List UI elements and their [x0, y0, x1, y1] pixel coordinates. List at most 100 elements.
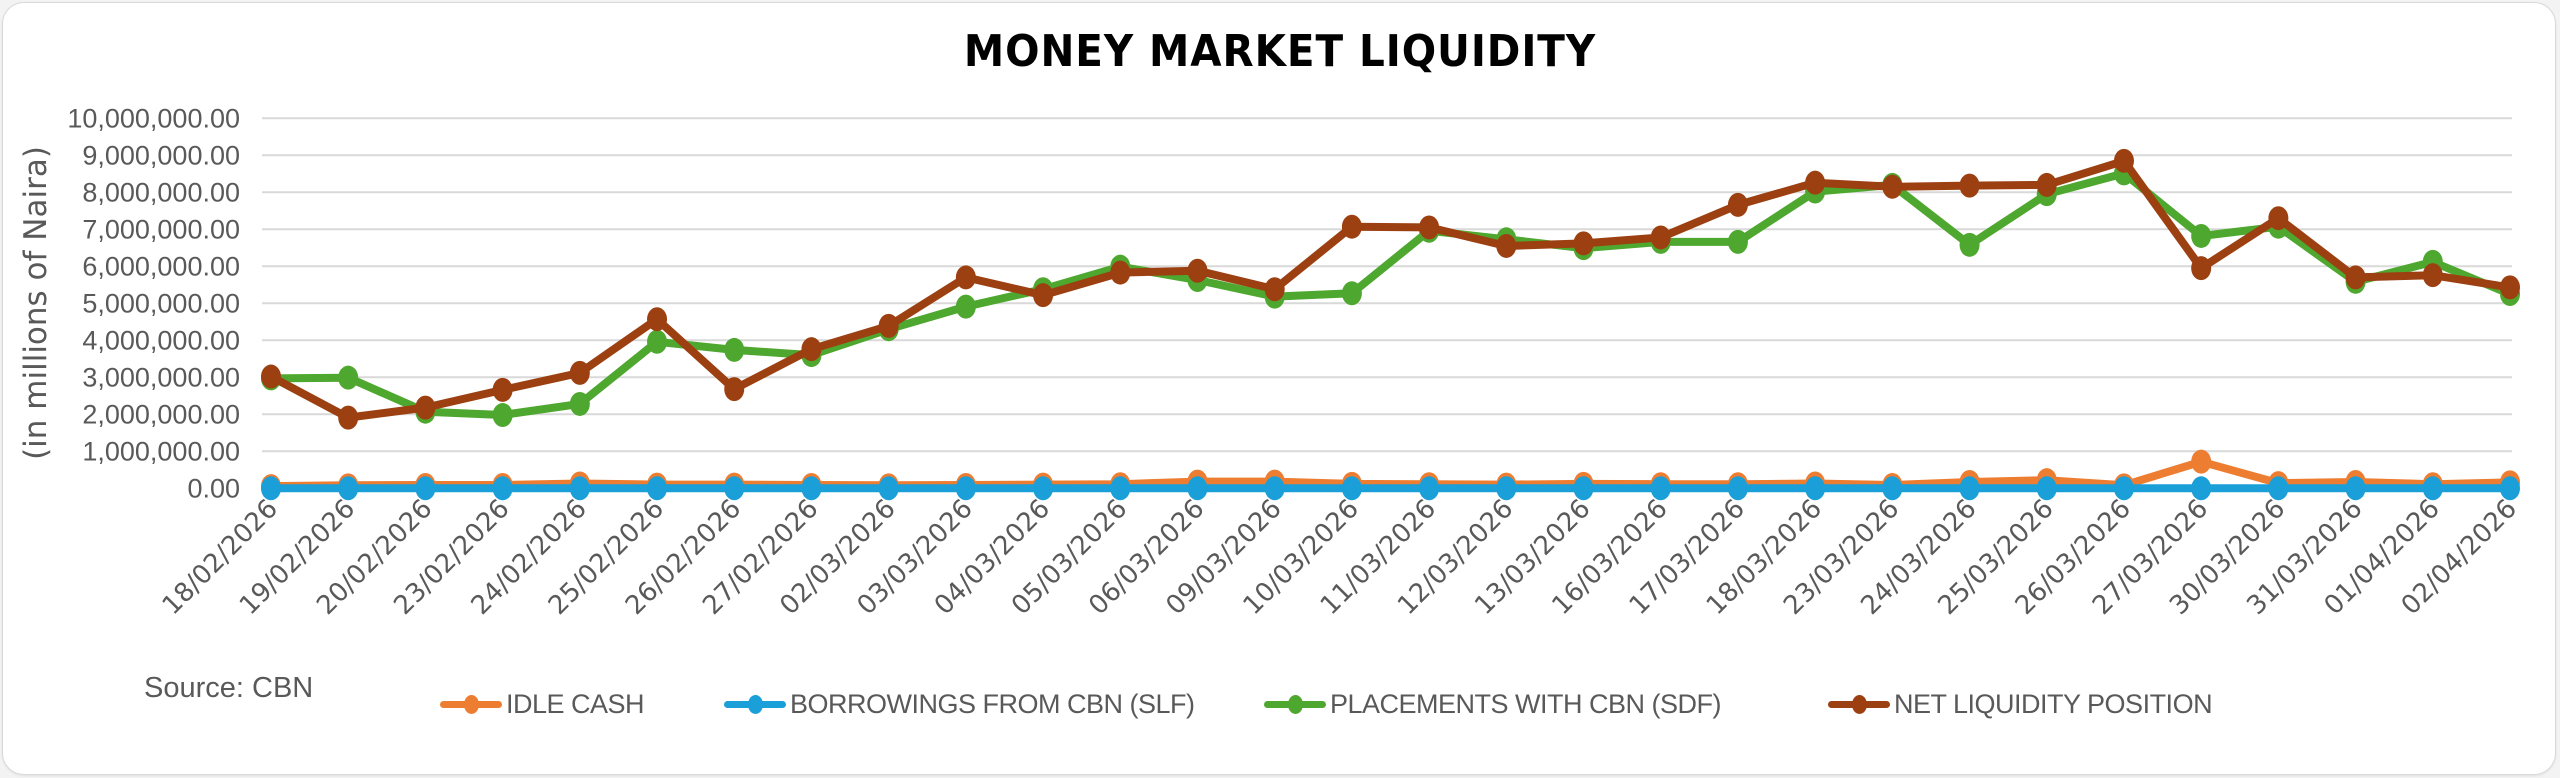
- data-point-marker[interactable]: [647, 307, 668, 332]
- data-point-marker[interactable]: [1419, 215, 1440, 240]
- data-point-marker[interactable]: [1341, 476, 1362, 501]
- data-point-marker[interactable]: [1727, 192, 1748, 217]
- y-tick-label: 0.00: [187, 473, 240, 503]
- data-point-marker[interactable]: [647, 329, 668, 354]
- legend-item-borrowings-slf[interactable]: BORROWINGS FROM CBN (SLF): [722, 686, 1195, 722]
- data-point-marker[interactable]: [955, 294, 976, 319]
- y-tick-label: 1,000,000.00: [82, 436, 240, 466]
- data-point-marker[interactable]: [2500, 476, 2520, 501]
- data-point-marker[interactable]: [1650, 225, 1671, 250]
- data-point-marker[interactable]: [2191, 476, 2212, 501]
- data-point-marker[interactable]: [724, 476, 745, 501]
- data-point-marker[interactable]: [1110, 476, 1131, 501]
- y-tick-label: 5,000,000.00: [82, 288, 240, 318]
- data-point-marker[interactable]: [1264, 476, 1285, 501]
- y-tick-label: 4,000,000.00: [82, 325, 240, 355]
- data-point-marker[interactable]: [801, 476, 822, 501]
- data-point-marker[interactable]: [878, 313, 899, 338]
- data-point-marker[interactable]: [492, 403, 513, 428]
- y-tick-label: 6,000,000.00: [82, 251, 240, 281]
- data-point-marker[interactable]: [338, 365, 359, 390]
- data-point-marker[interactable]: [1187, 476, 1208, 501]
- data-point-marker[interactable]: [2422, 263, 2443, 288]
- data-point-marker[interactable]: [1264, 277, 1285, 302]
- line-marker-icon: [438, 686, 504, 722]
- data-point-marker[interactable]: [1573, 476, 1594, 501]
- data-point-marker[interactable]: [955, 476, 976, 501]
- y-tick-label: 2,000,000.00: [82, 399, 240, 429]
- data-point-marker[interactable]: [2500, 275, 2520, 300]
- data-point-marker[interactable]: [1882, 476, 1903, 501]
- data-point-marker[interactable]: [1419, 476, 1440, 501]
- data-point-marker[interactable]: [647, 476, 668, 501]
- data-point-marker[interactable]: [2036, 172, 2057, 197]
- data-point-marker[interactable]: [338, 405, 359, 430]
- data-point-marker[interactable]: [569, 476, 590, 501]
- data-point-marker[interactable]: [955, 265, 976, 290]
- data-point-marker[interactable]: [1805, 476, 1826, 501]
- line-marker-icon: [722, 686, 788, 722]
- y-tick-label: 9,000,000.00: [82, 140, 240, 170]
- data-point-marker[interactable]: [1650, 476, 1671, 501]
- data-point-marker[interactable]: [2113, 148, 2134, 173]
- data-point-marker[interactable]: [2268, 206, 2289, 231]
- data-series: [261, 148, 2520, 501]
- data-point-marker[interactable]: [1727, 229, 1748, 254]
- data-point-marker[interactable]: [415, 476, 436, 501]
- legend-label: NET LIQUIDITY POSITION: [1894, 688, 2213, 719]
- data-point-marker[interactable]: [1341, 214, 1362, 239]
- x-axis-ticks: 18/02/202619/02/202620/02/202623/02/2026…: [157, 494, 2523, 621]
- data-point-marker[interactable]: [569, 391, 590, 416]
- data-point-marker[interactable]: [1341, 281, 1362, 306]
- legend-item-net-liquidity[interactable]: NET LIQUIDITY POSITION: [1826, 686, 2213, 722]
- data-point-marker[interactable]: [1033, 283, 1054, 308]
- data-point-marker[interactable]: [338, 476, 359, 501]
- source-note: Source: CBN: [144, 672, 314, 704]
- data-point-marker[interactable]: [2113, 476, 2134, 501]
- gridlines: [262, 117, 2512, 453]
- data-point-marker[interactable]: [2191, 256, 2212, 281]
- y-tick-label: 8,000,000.00: [82, 177, 240, 207]
- data-point-marker[interactable]: [1959, 232, 1980, 257]
- data-point-marker[interactable]: [1496, 476, 1517, 501]
- chart-title: MONEY MARKET LIQUIDITY: [963, 26, 1597, 77]
- y-axis-ticks: 0.00 1,000,000.00 2,000,000.00 3,000,000.00…: [67, 103, 240, 503]
- data-point-marker[interactable]: [1882, 174, 1903, 199]
- data-point-marker[interactable]: [2345, 476, 2366, 501]
- series-borrowings-from-cbn-slf: [261, 476, 2520, 501]
- data-point-marker[interactable]: [261, 476, 281, 501]
- data-point-marker[interactable]: [2268, 476, 2289, 501]
- data-point-marker[interactable]: [261, 364, 281, 389]
- y-tick-label: 10,000,000.00: [67, 103, 240, 133]
- data-point-marker[interactable]: [1805, 170, 1826, 195]
- legend-label: IDLE CASH: [506, 688, 645, 719]
- line-marker-icon: [1826, 686, 1892, 722]
- legend-item-idle-cash[interactable]: IDLE CASH: [438, 686, 645, 722]
- data-point-marker[interactable]: [492, 476, 513, 501]
- data-point-marker[interactable]: [1959, 173, 1980, 198]
- legend-item-placements-sdf[interactable]: PLACEMENTS WITH CBN (SDF): [1262, 686, 1722, 722]
- data-point-marker[interactable]: [2422, 476, 2443, 501]
- series-placements-with-cbn-sdf: [261, 161, 2520, 428]
- data-point-marker[interactable]: [1496, 233, 1517, 258]
- data-point-marker[interactable]: [724, 377, 745, 402]
- data-point-marker[interactable]: [1959, 476, 1980, 501]
- data-point-marker[interactable]: [1033, 476, 1054, 501]
- data-point-marker[interactable]: [1727, 476, 1748, 501]
- data-point-marker[interactable]: [801, 337, 822, 362]
- data-point-marker[interactable]: [724, 337, 745, 362]
- data-point-marker[interactable]: [415, 395, 436, 420]
- data-point-marker[interactable]: [1110, 260, 1131, 285]
- data-point-marker[interactable]: [2345, 265, 2366, 290]
- data-point-marker[interactable]: [492, 377, 513, 402]
- y-tick-label: 7,000,000.00: [82, 214, 240, 244]
- data-point-marker[interactable]: [1187, 258, 1208, 283]
- data-point-marker[interactable]: [2191, 223, 2212, 248]
- data-point-marker[interactable]: [2191, 449, 2212, 474]
- data-point-marker[interactable]: [569, 360, 590, 385]
- data-point-marker[interactable]: [1573, 231, 1594, 256]
- data-point-marker[interactable]: [2036, 476, 2057, 501]
- series-net-liquidity-position: [261, 148, 2520, 430]
- data-point-marker[interactable]: [878, 476, 899, 501]
